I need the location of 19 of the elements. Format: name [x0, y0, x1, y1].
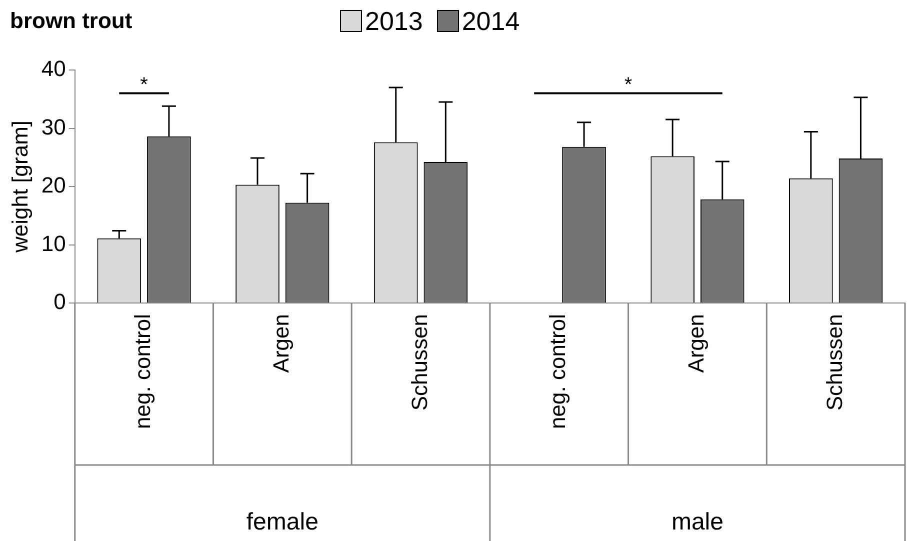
text: male — [671, 508, 724, 536]
y-tick-label: 30 — [41, 114, 66, 140]
x-tick-label: neg. control — [545, 314, 570, 429]
x-tick-label: Schussen — [822, 314, 847, 411]
annotation: * — [624, 74, 632, 96]
x-tick-label: Argen — [268, 314, 294, 373]
y-axis-title: weight [gram] — [7, 120, 32, 254]
y-tick-label: 40 — [41, 56, 66, 82]
annotation: * — [140, 74, 148, 96]
x-tick-label: Argen — [684, 314, 709, 373]
y-tick-label: 0 — [54, 289, 66, 314]
x-tick-label: Schussen — [406, 314, 432, 411]
y-tick-label: 10 — [41, 230, 66, 256]
text: female — [246, 508, 318, 536]
x-tick-label: neg. control — [130, 314, 156, 429]
legend-label: 2013 — [364, 6, 423, 37]
legend-label: 2014 — [460, 6, 520, 37]
chart-title: brown trout — [10, 8, 132, 34]
y-tick-label: 20 — [41, 172, 66, 198]
